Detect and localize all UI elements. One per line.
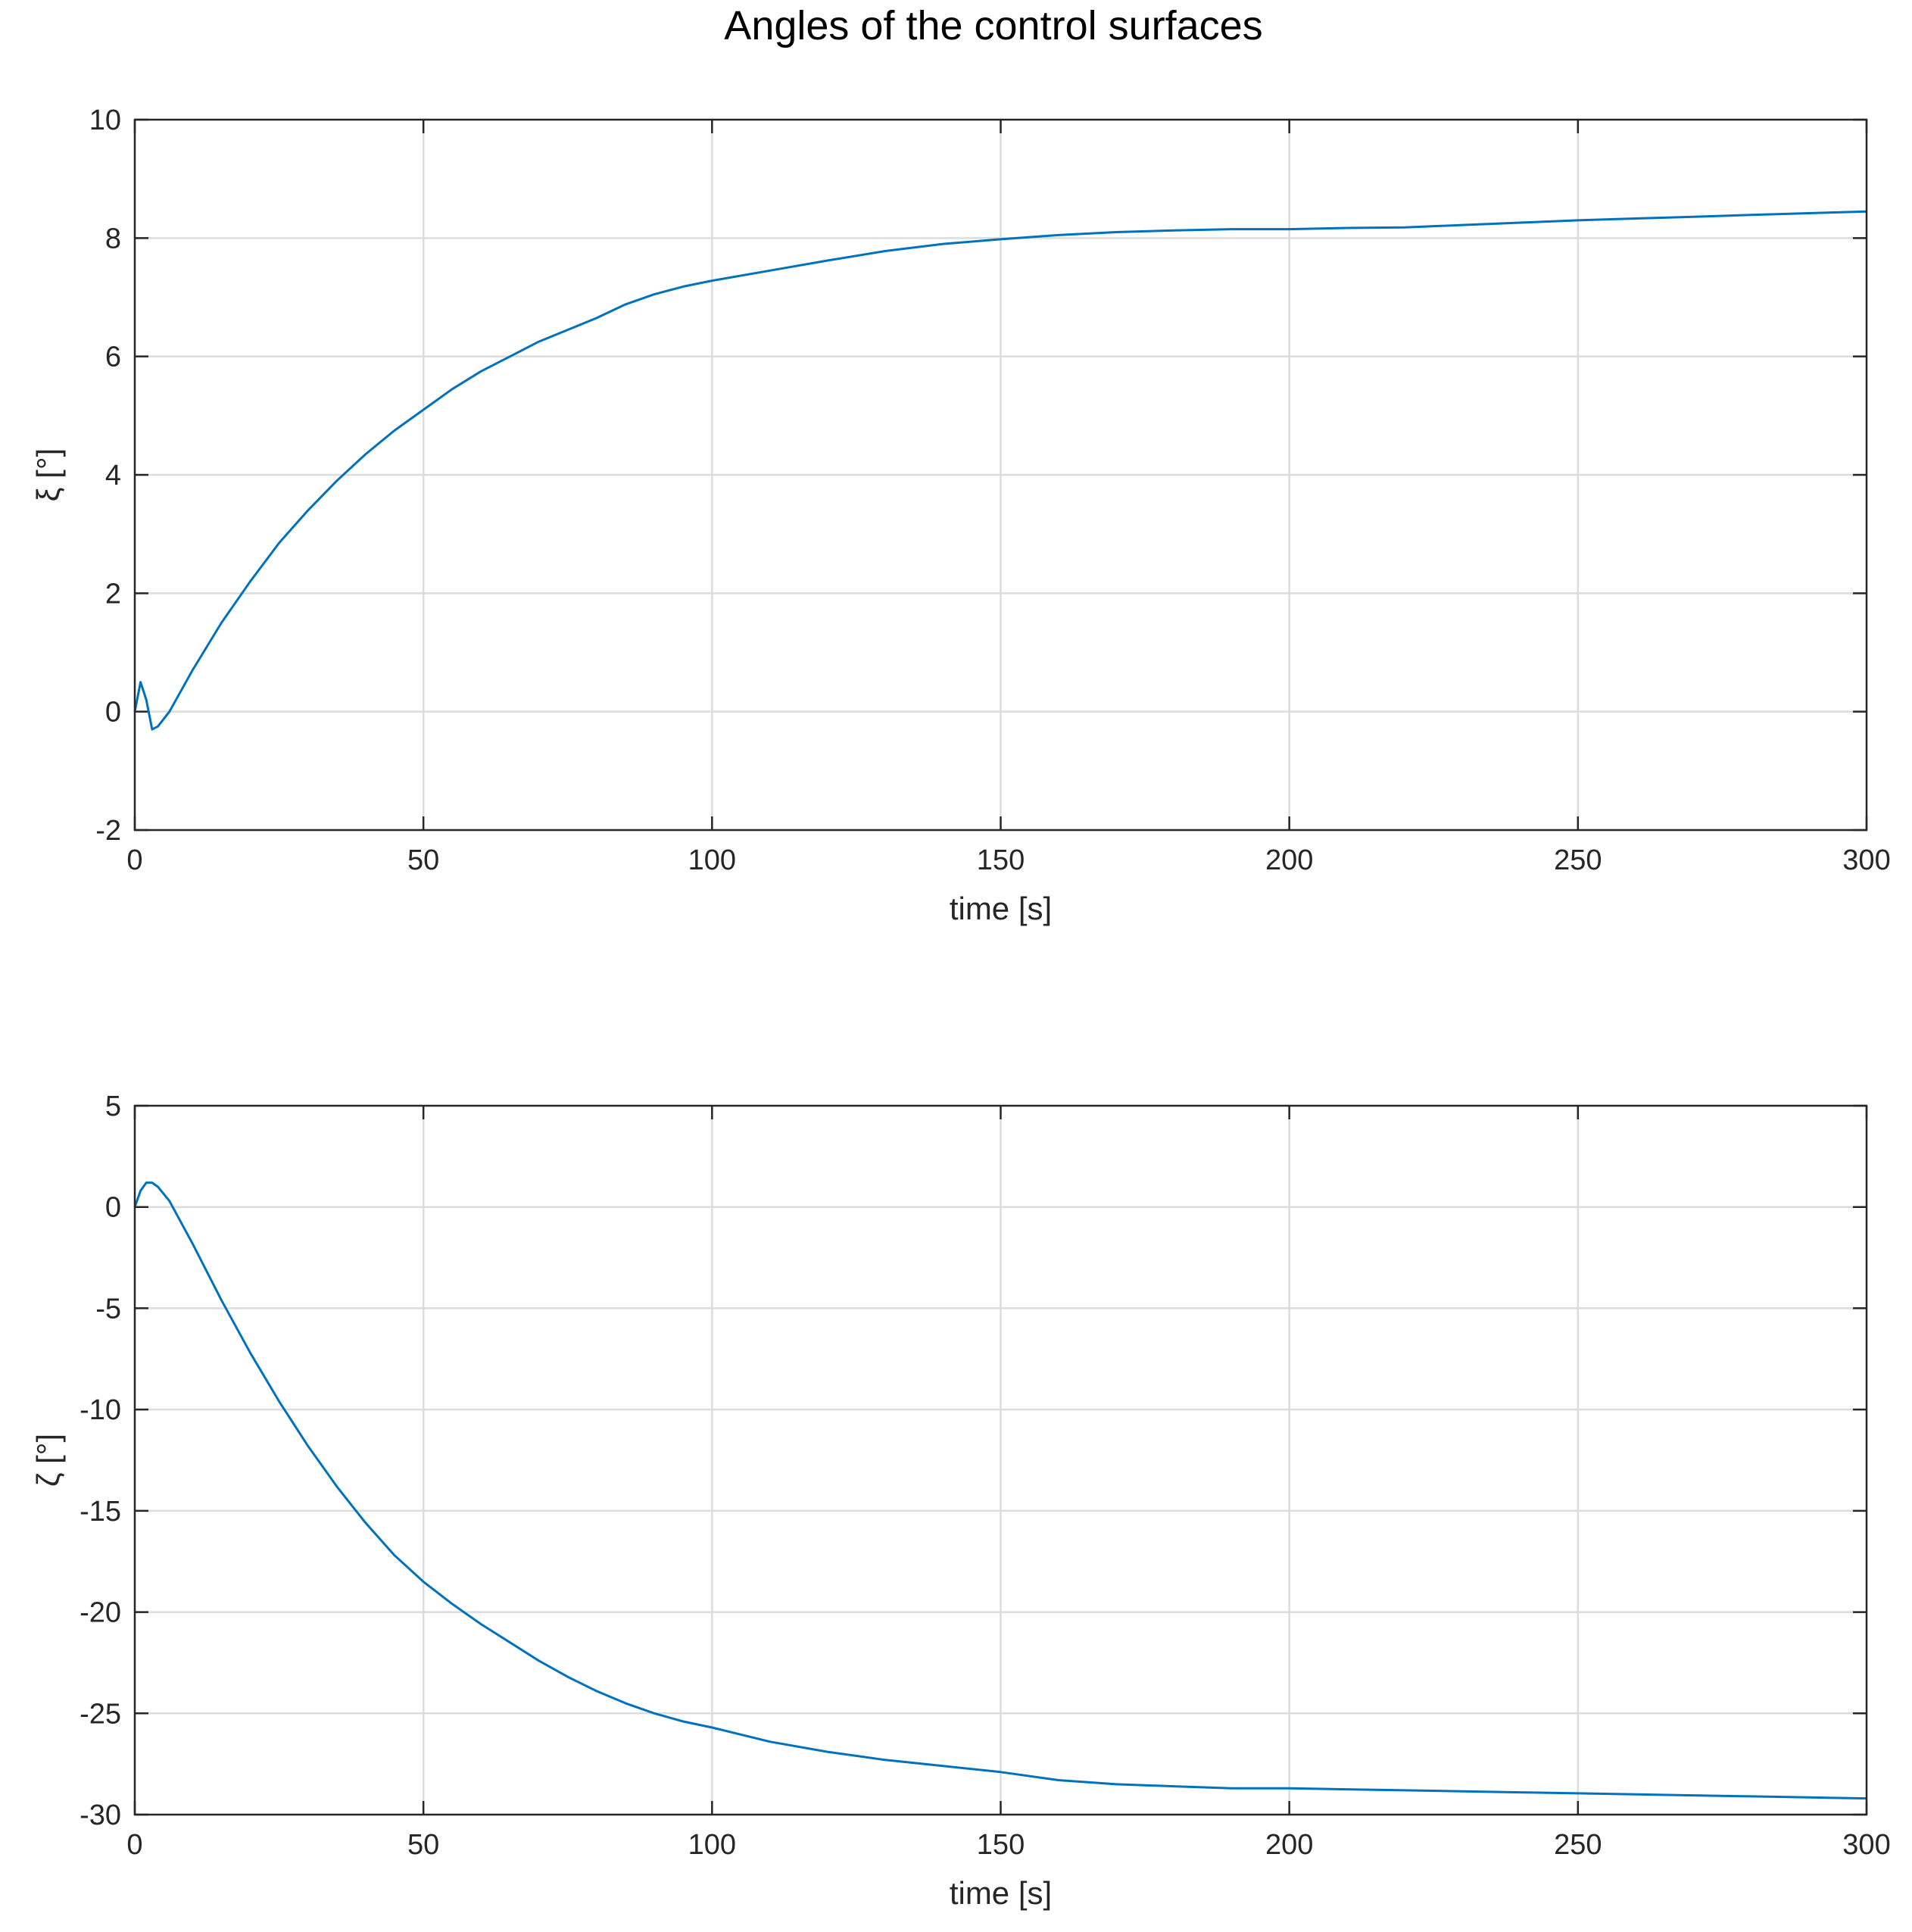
- zeta-y-tick-label: -25: [80, 1698, 121, 1730]
- xi-y-axis-label: ξ [°]: [30, 448, 66, 502]
- zeta-grid: [135, 1106, 1867, 1815]
- zeta-series-line: [133, 1181, 1867, 1800]
- zeta-x-tick-label: 250: [1554, 1829, 1602, 1861]
- zeta-x-tick-label: 50: [407, 1829, 439, 1861]
- xi-y-tick-label: 10: [89, 105, 121, 136]
- xi-y-tick-label: 6: [105, 342, 121, 373]
- xi-x-tick-label: 250: [1554, 844, 1602, 876]
- zeta-y-tick-label: -5: [95, 1293, 121, 1325]
- zeta-x-tick-label: 100: [688, 1829, 736, 1861]
- zeta-x-ticks: 0 50 100 150 200 250 300: [126, 1106, 1891, 1861]
- zeta-y-tick-label: 5: [105, 1091, 121, 1122]
- xi-x-tick-label: 150: [977, 844, 1025, 876]
- xi-x-tick-label: 300: [1842, 844, 1890, 876]
- xi-x-tick-label: 0: [126, 844, 142, 876]
- xi-axes-box: [133, 118, 1868, 832]
- zeta-x-tick-label: 200: [1265, 1829, 1313, 1861]
- xi-x-ticks: 0 50 100 150 200 250 300: [126, 120, 1891, 876]
- xi-y-tick-label: 0: [105, 697, 121, 729]
- zeta-x-tick-label: 300: [1842, 1829, 1890, 1861]
- zeta-x-tick-label: 0: [126, 1829, 142, 1861]
- zeta-angle-axes: 0 50 100 150 200 250 300 -30 -25 -20 -15 -10 -5 0 5 t…: [30, 1091, 1891, 1911]
- zeta-y-axis-label: ζ [°]: [30, 1434, 66, 1487]
- xi-x-axis-label: time [s]: [950, 891, 1052, 926]
- xi-y-tick-label: 8: [105, 223, 121, 254]
- xi-y-tick-label: 2: [105, 578, 121, 610]
- zeta-y-tick-label: -30: [80, 1799, 121, 1831]
- zeta-y-ticks: -30 -25 -20 -15 -10 -5 0 5: [80, 1091, 1867, 1831]
- xi-y-ticks: -2 0 2 4 6 8 10: [89, 105, 1867, 847]
- zeta-axes-box: [133, 1104, 1868, 1816]
- zeta-y-tick-label: -20: [80, 1597, 121, 1629]
- zeta-x-tick-label: 150: [977, 1829, 1025, 1861]
- figure-title: Angles of the control surfaces: [724, 3, 1262, 48]
- xi-x-tick-label: 200: [1265, 844, 1313, 876]
- zeta-y-tick-label: -15: [80, 1496, 121, 1528]
- zeta-x-axis-label: time [s]: [950, 1875, 1052, 1911]
- xi-series-line: [133, 210, 1867, 731]
- xi-x-tick-label: 100: [688, 844, 736, 876]
- xi-y-tick-label: 4: [105, 460, 121, 492]
- xi-grid: [135, 120, 1867, 830]
- zeta-y-tick-label: 0: [105, 1192, 121, 1224]
- xi-x-tick-label: 50: [407, 844, 439, 876]
- xi-y-tick-label: -2: [95, 815, 121, 847]
- zeta-y-tick-label: -10: [80, 1394, 121, 1426]
